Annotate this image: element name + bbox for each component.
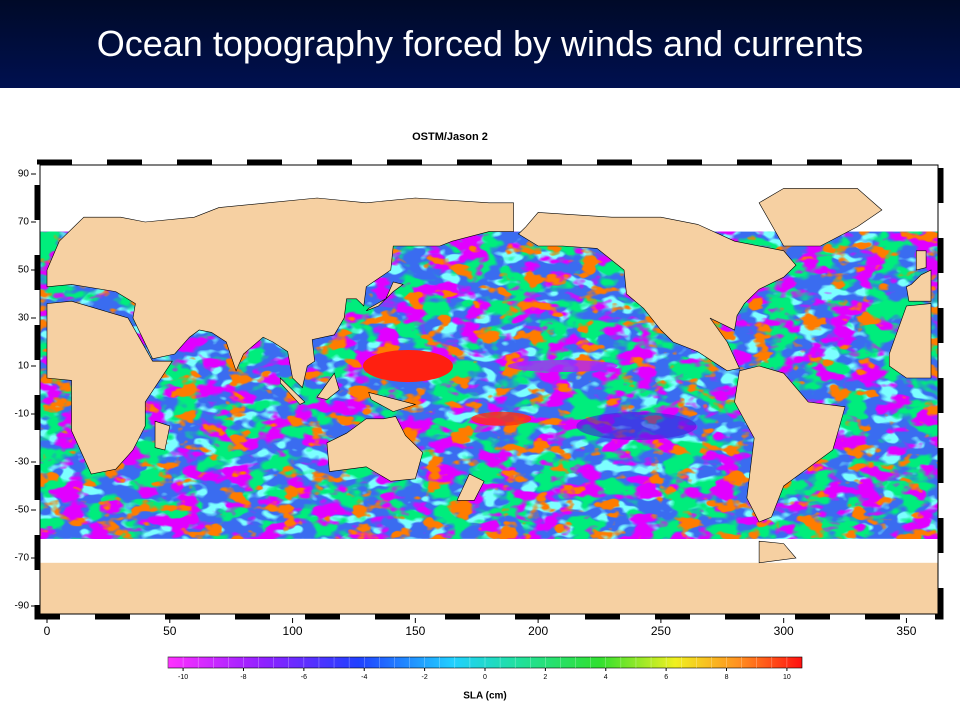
anomaly-blob — [576, 412, 697, 440]
x-tick-label: 100 — [283, 624, 303, 638]
island — [154, 420, 171, 451]
x-tick-label: 200 — [528, 624, 548, 638]
x-tick-label: 50 — [163, 624, 177, 638]
anomaly-blob — [362, 350, 453, 382]
anomaly-blob — [507, 360, 618, 372]
island — [279, 377, 306, 405]
y-tick-label: -10 — [15, 409, 30, 420]
map-area — [34, 159, 944, 620]
x-tick-label: 0 — [44, 624, 51, 638]
title-bar: Ocean topography forced by winds and cur… — [0, 0, 960, 88]
continent — [46, 197, 514, 389]
continent — [734, 365, 846, 523]
x-tick-label: 350 — [896, 624, 916, 638]
island — [366, 281, 404, 312]
colorbar-label: SLA (cm) — [463, 691, 507, 702]
y-tick-label: -30 — [15, 457, 30, 468]
frame — [39, 164, 939, 615]
colorbar-tick-label: 4 — [604, 674, 608, 681]
continent — [758, 188, 883, 247]
y-tick-label: 10 — [18, 361, 30, 372]
continent — [888, 303, 932, 379]
slide-title: Ocean topography forced by winds and cur… — [96, 23, 864, 64]
continent — [46, 300, 173, 475]
y-tick-label: -50 — [15, 505, 30, 516]
island — [915, 250, 927, 271]
y-tick-label: 70 — [18, 217, 30, 228]
map-title: OSTM/Jason 2 — [412, 131, 488, 143]
colorbar-tick-label: 10 — [783, 674, 791, 681]
colorbar-tick-label: -6 — [301, 674, 307, 681]
island — [316, 372, 340, 400]
continent — [326, 416, 424, 482]
frame-bar — [34, 159, 944, 620]
y-tick-label: 30 — [18, 313, 30, 324]
x-tick-label: 250 — [651, 624, 671, 638]
colorbar-tick-label: 8 — [725, 674, 729, 681]
colorbar-tick-label: -10 — [178, 674, 188, 681]
colorbar-tick-label: 6 — [664, 674, 668, 681]
x-tick-label: 300 — [774, 624, 794, 638]
y-tick-label: -70 — [15, 553, 30, 564]
colorbar-tick-label: -4 — [361, 674, 367, 681]
y-tick-label: -90 — [15, 601, 30, 612]
island — [368, 391, 417, 412]
continent — [906, 269, 932, 302]
colorbar-tick-label: 0 — [483, 674, 487, 681]
antarctica — [40, 562, 938, 614]
continent — [758, 540, 797, 564]
colorbar-tick-label: 2 — [543, 674, 547, 681]
y-tick-label: 90 — [18, 169, 30, 180]
colorbar-tick-label: -2 — [422, 674, 428, 681]
colorbar-tick-label: -8 — [240, 674, 246, 681]
anomaly-blob — [471, 411, 532, 426]
continent — [517, 212, 797, 372]
y-tick-label: 50 — [18, 265, 30, 276]
island — [456, 473, 485, 501]
x-tick-label: 150 — [405, 624, 425, 638]
